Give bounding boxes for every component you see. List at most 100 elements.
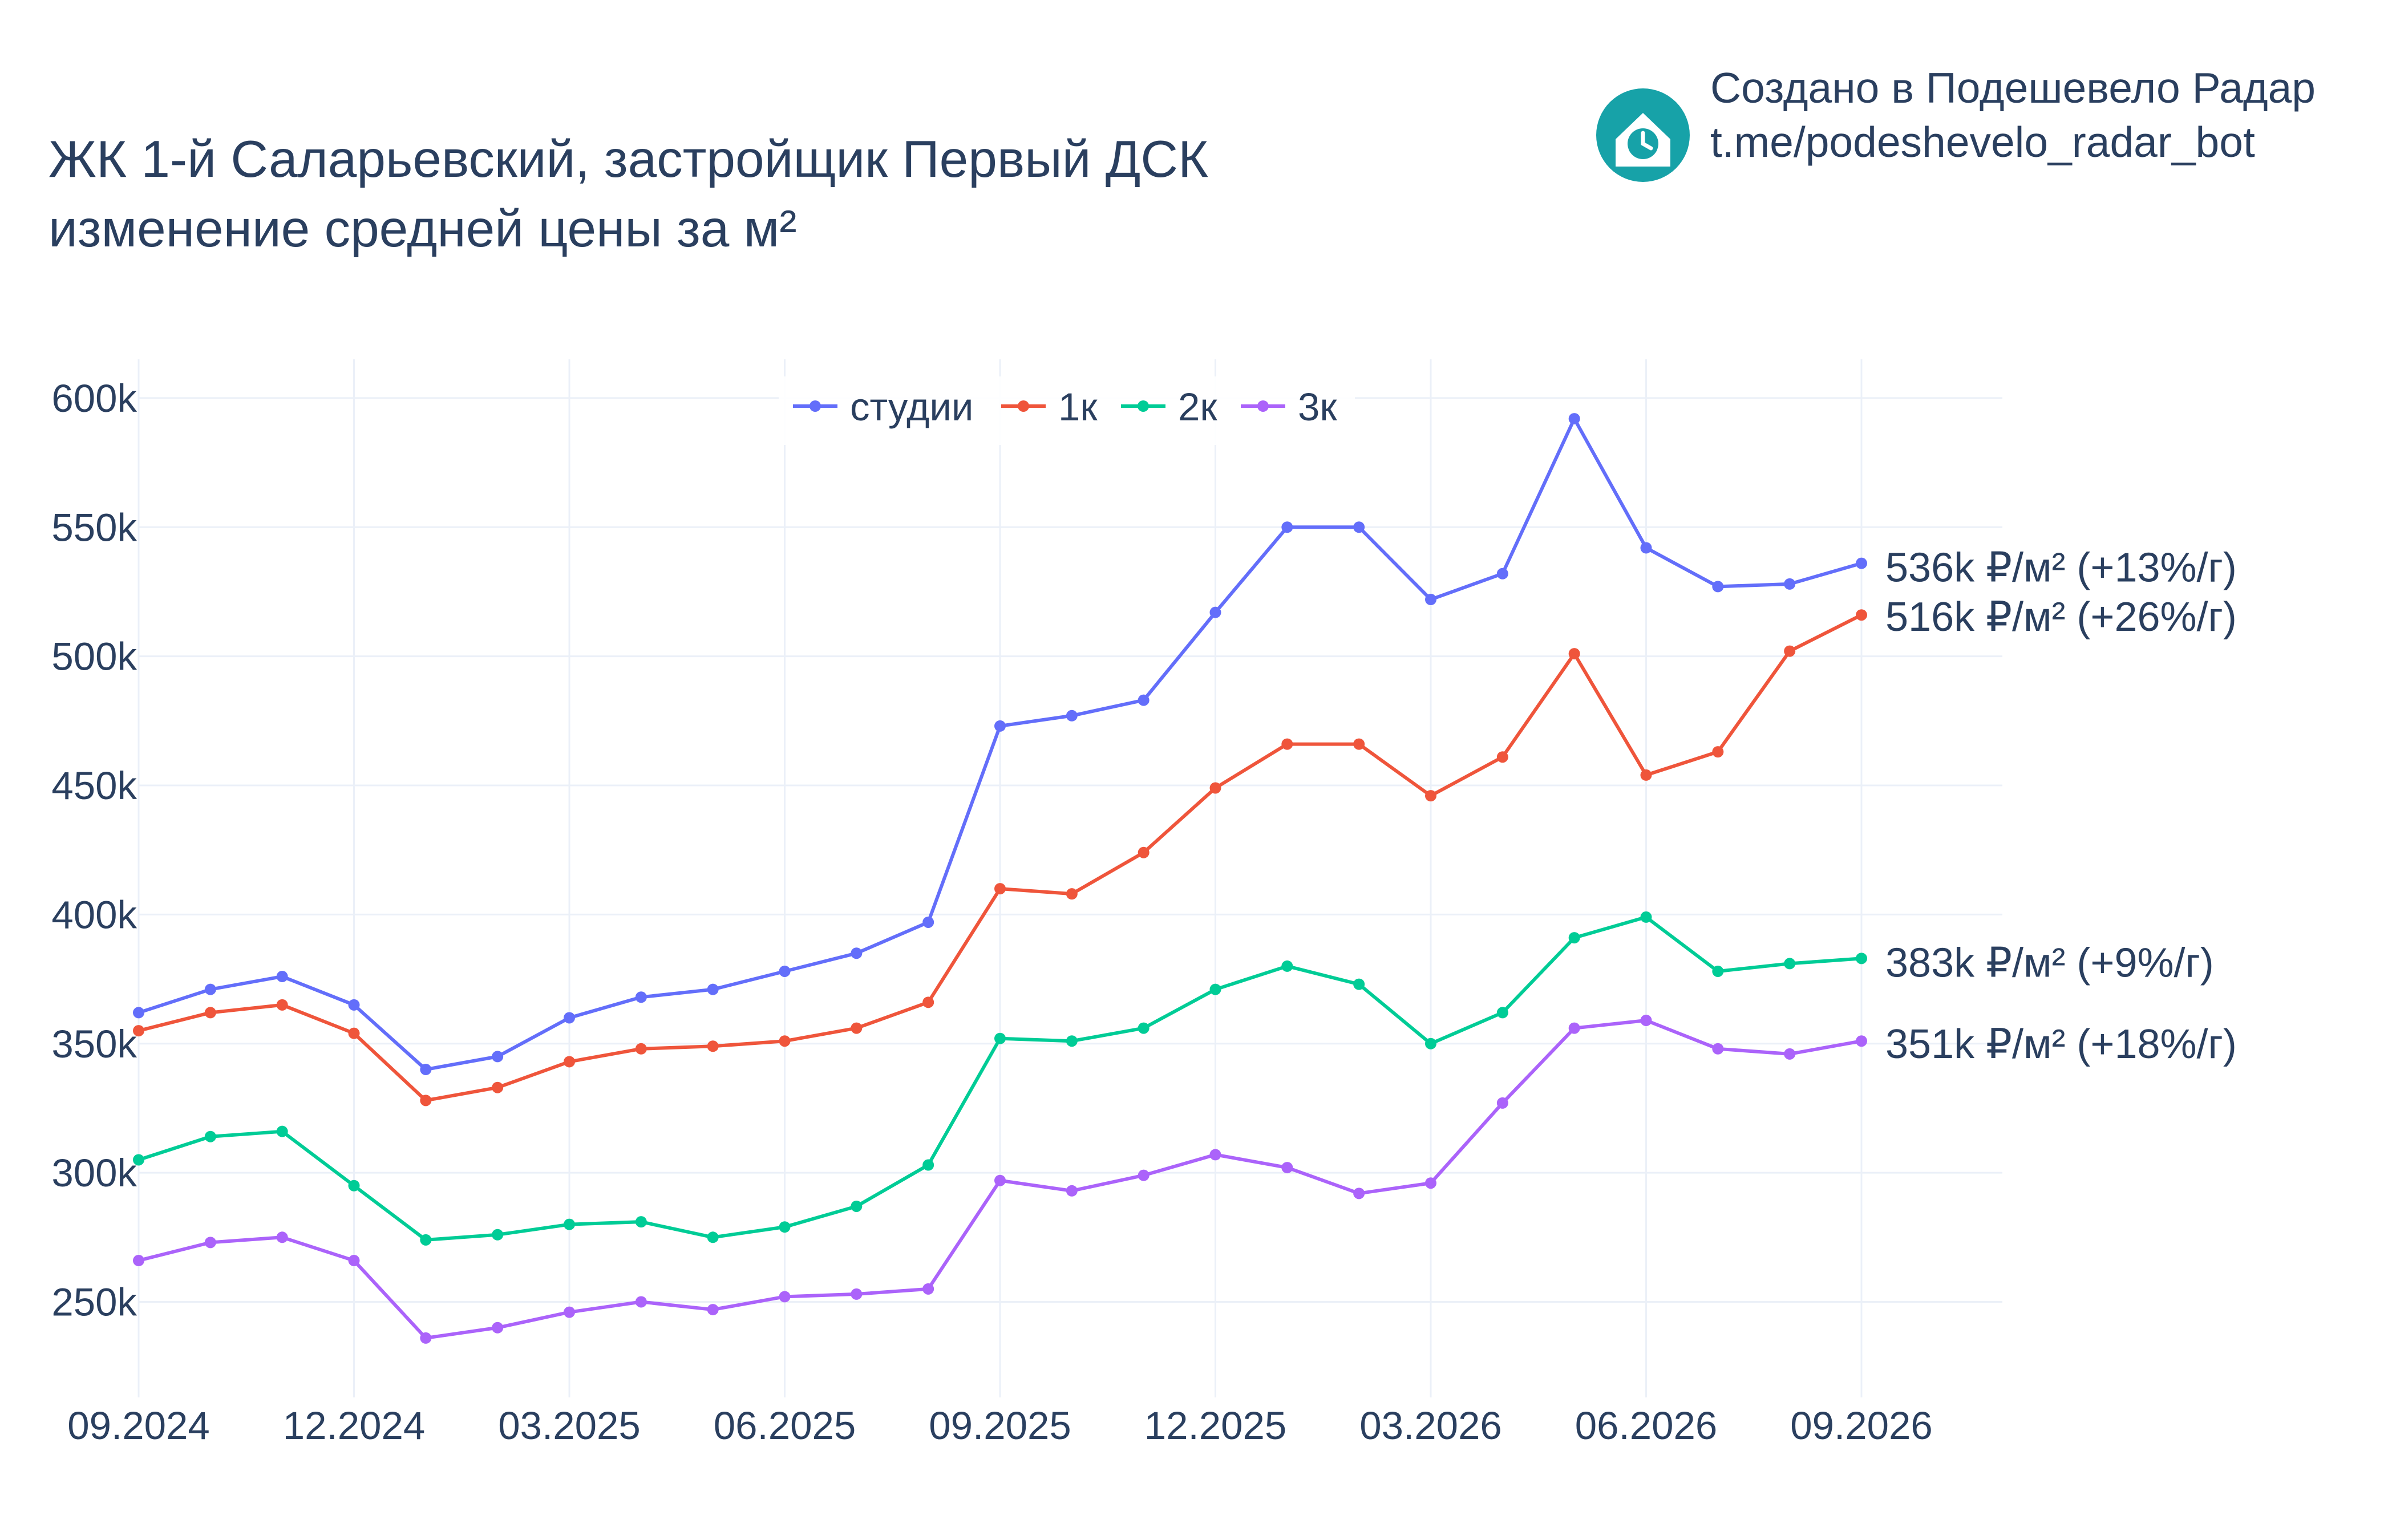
data-point [994,720,1006,732]
data-point [420,1332,432,1344]
data-point [1281,521,1293,533]
data-point [492,1322,504,1334]
chart-title-line2: изменение средней цены за м² [48,200,797,258]
y-tick-label: 600k [51,376,137,420]
data-point [348,999,360,1011]
x-tick-label: 03.2025 [498,1404,640,1448]
legend-background [779,376,1355,445]
x-tick-label: 12.2025 [1144,1404,1286,1448]
x-tick-label: 06.2026 [1575,1404,1717,1448]
data-point [1281,738,1293,750]
data-point [1712,965,1724,977]
legend-label: студии [850,385,973,429]
end-label: 383k ₽/м² (+9%/г) [1885,940,2214,986]
data-point [851,1288,863,1300]
data-point [492,1081,504,1093]
data-point [851,1022,863,1034]
legend-item-2: 1к [1001,385,1098,429]
data-point [779,965,791,977]
data-point [922,1159,934,1171]
legend: студии 1к 2к 3к [779,376,1355,445]
data-point [1496,1007,1508,1019]
data-point [1568,1022,1580,1034]
data-point [1712,746,1724,758]
data-point [133,1255,144,1267]
legend-item-3: 2к [1121,385,1217,429]
data-point [1425,790,1436,802]
data-point [1856,609,1867,621]
data-point [922,996,934,1008]
data-point [1425,594,1436,606]
data-point [635,1043,647,1055]
data-point [1138,1169,1150,1181]
data-point [1353,521,1365,533]
data-point [492,1229,504,1241]
legend-label: 1к [1058,385,1098,429]
data-point [276,1231,288,1243]
x-tick-label: 06.2025 [714,1404,856,1448]
data-point [922,1283,934,1295]
x-tick-label: 09.2025 [929,1404,1071,1448]
series-1 [133,413,1867,1076]
data-point [1281,1162,1293,1174]
data-point [1209,606,1221,618]
data-point [564,1306,575,1318]
data-point [707,983,719,995]
data-point [851,947,863,959]
data-point [420,1095,432,1107]
data-point [204,1130,216,1142]
data-point [1640,1015,1652,1027]
data-point [1066,888,1078,900]
grid [137,359,2002,1397]
data-point [1496,1097,1508,1109]
data-point [707,1040,719,1052]
y-tick-label: 500k [51,635,137,679]
credit-block: Создано в Подешевело Радар t.me/podeshev… [1596,64,2316,182]
y-axis: 250k 300k 350k 400k 450k 500k 550k 600k [51,376,137,1324]
data-point [779,1291,791,1303]
data-point [276,1125,288,1137]
data-point [635,1296,647,1308]
series-3 [133,911,1867,1246]
data-point [707,1304,719,1316]
y-tick-label: 300k [51,1151,137,1195]
y-tick-label: 400k [51,893,137,937]
data-point [1066,1185,1078,1197]
data-point [1425,1038,1436,1049]
data-point [1425,1177,1436,1189]
data-point [564,1012,575,1024]
data-point [1784,578,1796,590]
data-point [994,1174,1006,1186]
legend-label: 2к [1178,385,1217,429]
data-point [1209,1149,1221,1161]
data-point [276,999,288,1011]
data-point [1209,983,1221,995]
data-point [204,1237,216,1249]
x-tick-label: 12.2024 [283,1404,425,1448]
data-point [1856,557,1867,569]
data-point [420,1064,432,1076]
data-point [1856,953,1867,964]
data-point [204,983,216,995]
y-tick-label: 450k [51,764,137,808]
x-tick-label: 09.2026 [1790,1404,1932,1448]
credit-line1: Создано в Подешевело Радар [1710,64,2316,112]
legend-marker [810,400,821,412]
chart-title-line1: ЖК 1-й Саларьевский, застройщик Первый Д… [48,131,1208,188]
end-label: 516k ₽/м² (+26%/г) [1885,594,2237,640]
data-point [420,1234,432,1246]
data-point [348,1180,360,1192]
end-label: 351k ₽/м² (+18%/г) [1885,1022,2237,1067]
legend-item-4: 3к [1241,385,1337,429]
data-point [1784,1048,1796,1060]
data-point [635,1216,647,1228]
data-point [348,1255,360,1267]
credit-line2: t.me/podeshevelo_radar_bot [1710,118,2255,166]
data-point [1568,932,1580,944]
data-point [1640,911,1652,923]
data-point [1281,960,1293,972]
data-point [994,1032,1006,1044]
data-point [1640,769,1652,781]
data-point [922,916,934,928]
data-point [635,991,647,1003]
